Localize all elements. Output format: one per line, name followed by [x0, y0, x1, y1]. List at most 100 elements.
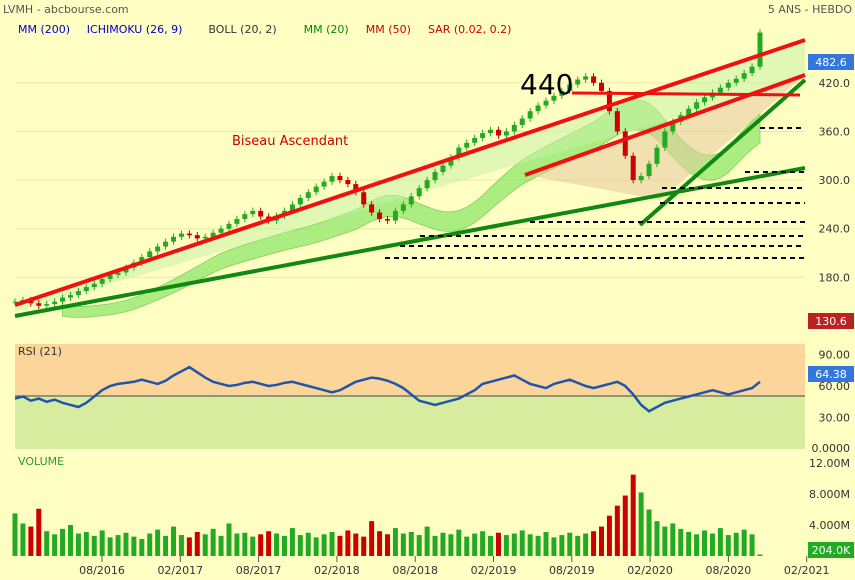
candle-body [622, 131, 628, 156]
candle-body [91, 283, 97, 288]
volume-bar [662, 526, 668, 556]
volume-bar [606, 515, 612, 556]
candle-body [44, 304, 50, 306]
volume-bar [717, 528, 723, 556]
volume-bar [12, 513, 18, 556]
price-tick-label: 240.0 [819, 223, 851, 236]
candle-body [543, 100, 549, 106]
volume-bar [646, 509, 652, 556]
level-label: 440 [520, 68, 573, 101]
low-price-value: 130.6 [815, 315, 847, 328]
candle-body [147, 251, 153, 258]
candle-body [139, 257, 145, 263]
candle-body [464, 142, 470, 148]
volume-bar [313, 537, 319, 556]
volume-bar [392, 528, 398, 556]
candle-body [369, 204, 375, 213]
volume-bar [686, 531, 692, 556]
volume-bar [591, 531, 597, 556]
x-tick-label: 08/2019 [549, 564, 595, 577]
candle-body [313, 186, 319, 193]
candle-body [329, 176, 335, 182]
chart-title: LVMH - abcbourse.com [3, 3, 129, 16]
candle-body [75, 291, 81, 296]
candle-body [345, 180, 351, 185]
volume-bar [527, 534, 533, 556]
volume-bar [194, 531, 200, 556]
candle-body [115, 272, 121, 275]
support-levels [385, 127, 805, 259]
volume-bar [226, 523, 232, 556]
candle-body [717, 87, 723, 93]
rsi-tick-label: 60.00 [819, 380, 851, 393]
candle-body [258, 210, 264, 217]
volume-bar [274, 533, 280, 556]
x-tick-label: 08/2017 [236, 564, 282, 577]
volume-bar [281, 535, 287, 556]
volume-bar [535, 535, 541, 556]
y-axis-labels: 420.0 360.0 300.0 240.0 180.0 90.00 60.00 30.00… [809, 77, 850, 532]
candle-body [36, 303, 42, 306]
volume-bar [178, 535, 184, 556]
volume-bar [305, 532, 311, 556]
candle-body [480, 133, 486, 138]
inner-support-line [638, 78, 807, 227]
volume-bar [670, 523, 676, 556]
price-tick-label: 180.0 [819, 271, 851, 284]
candle-body [83, 287, 89, 292]
candle-body [163, 241, 169, 247]
volume-bar [147, 533, 153, 556]
volume-bar [638, 492, 644, 556]
volume-bar [36, 508, 42, 556]
candle-body [202, 236, 208, 239]
volume-bar [725, 535, 731, 556]
x-tick-label: 02/2021 [784, 564, 830, 577]
candle-body [416, 188, 422, 197]
legend-entry: ICHIMOKU (26, 9) [87, 23, 183, 36]
x-tick-label: 02/2019 [471, 564, 517, 577]
volume-bar [543, 531, 549, 556]
volume-bar [511, 533, 517, 556]
candle-body [519, 118, 525, 125]
candle-body [60, 297, 66, 302]
candle-body [321, 181, 327, 187]
low-price-badge [808, 313, 854, 329]
trendlines [14, 38, 807, 318]
candle-body [591, 76, 597, 83]
candle-body [234, 218, 240, 224]
volume-bars [12, 474, 763, 556]
volume-bar [83, 531, 89, 556]
volume-bar [440, 532, 446, 556]
volume-bar [464, 536, 470, 556]
volume-bar [741, 529, 747, 556]
rsi-oversold-zone [15, 396, 805, 449]
volume-bar [91, 535, 97, 556]
candle-body [400, 204, 406, 211]
candle-body [741, 73, 747, 79]
x-tick-label: 08/2018 [392, 564, 438, 577]
legend-entry: MM (200) [18, 23, 70, 36]
volume-bar [163, 535, 169, 556]
volume-bar [424, 526, 430, 556]
candle-body [337, 176, 343, 181]
volume-bar [559, 535, 565, 556]
volume-bar [622, 495, 628, 556]
candle-body [733, 78, 739, 83]
x-tick-label: 02/2017 [157, 564, 203, 577]
candle-body [488, 129, 494, 134]
candle-body [638, 176, 644, 181]
candle-body [171, 236, 177, 242]
volume-bar [503, 535, 509, 556]
candle-body [392, 210, 398, 221]
rsi-line [14, 365, 761, 413]
legend-entry: SAR (0.02, 0.2) [428, 23, 511, 36]
candle-body [297, 197, 303, 205]
legend-entry: MM (50) [366, 23, 411, 36]
candle-body [551, 95, 557, 101]
candle-body [250, 210, 256, 215]
candle-body [448, 157, 454, 166]
candle-body [178, 233, 184, 237]
candle-body [654, 147, 660, 164]
volume-bar [567, 532, 573, 556]
